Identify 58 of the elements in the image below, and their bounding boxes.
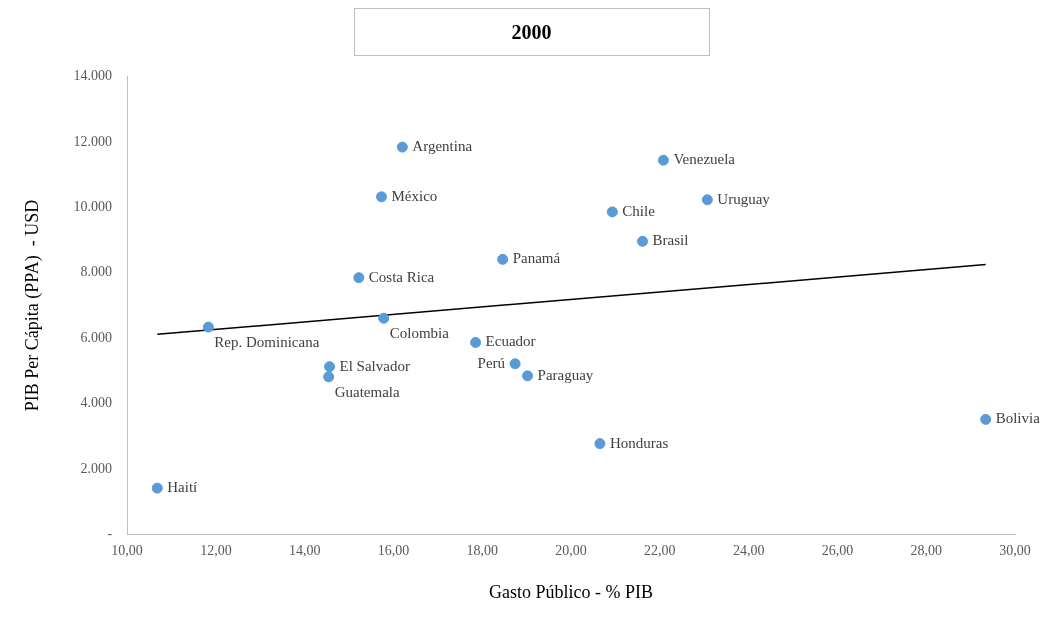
x-axis-title: Gasto Público - % PIB [489,581,654,602]
series-label: Rep. Dominicana [214,334,320,351]
series-label: Uruguay [717,190,771,207]
series-label: Honduras [609,434,669,451]
series-label: Venezuela [673,151,736,168]
point [497,253,509,265]
point [606,206,618,218]
series-label: Colombia [389,325,450,342]
y-tick-label: 2.000 [80,460,113,476]
point [594,438,606,450]
point [324,361,336,373]
y-tick-label: 12.000 [73,133,113,149]
point [202,321,214,333]
y-tick-label: 14.000 [73,68,113,84]
series-label: Bolivia [995,410,1041,427]
point [470,336,482,348]
x-tick-label: 16,00 [377,542,410,558]
y-axis-title: PIB Per Cápita (PPA) - USD [21,199,43,412]
series-label: Perú [477,354,506,371]
series-label: Argentina [412,138,473,155]
point [323,371,335,383]
point [396,141,408,153]
series-label: Guatemala [334,383,400,400]
y-tick-label: - [107,526,113,542]
x-tick-label: 10,00 [111,542,143,558]
y-tick-label: 6.000 [80,329,113,345]
point [378,312,390,324]
series-label: Brasil [652,232,689,249]
series-label: Haití [167,479,198,496]
x-tick-label: 28,00 [910,542,942,558]
point [375,191,387,203]
point [151,482,163,494]
y-tick-label: 4.000 [80,395,113,411]
x-tick-label: 30,00 [999,542,1031,558]
series-label: El Salvador [339,357,410,374]
point [657,154,669,166]
series-label: Paraguay [537,366,594,383]
y-tick-label: 10.000 [73,198,113,214]
x-tick-label: 20,00 [555,542,587,558]
series-label: México [391,187,438,204]
series-label: Ecuador [485,333,536,350]
x-tick-label: 14,00 [288,542,321,558]
point [509,358,521,370]
point [701,194,713,206]
x-tick-label: 24,00 [732,542,765,558]
x-tick-label: 18,00 [466,542,499,558]
chart-title: 2000 [353,8,710,56]
point [353,272,365,284]
series-label: Chile [622,202,656,219]
series-label: Panamá [512,250,561,267]
y-tick-label: 8.000 [80,264,113,280]
point [980,413,992,425]
x-tick-label: 26,00 [821,542,854,558]
point [522,370,534,382]
series-label: Costa Rica [368,268,435,285]
x-tick-label: 12,00 [200,542,232,558]
x-tick-label: 22,00 [644,542,676,558]
point [637,235,649,247]
